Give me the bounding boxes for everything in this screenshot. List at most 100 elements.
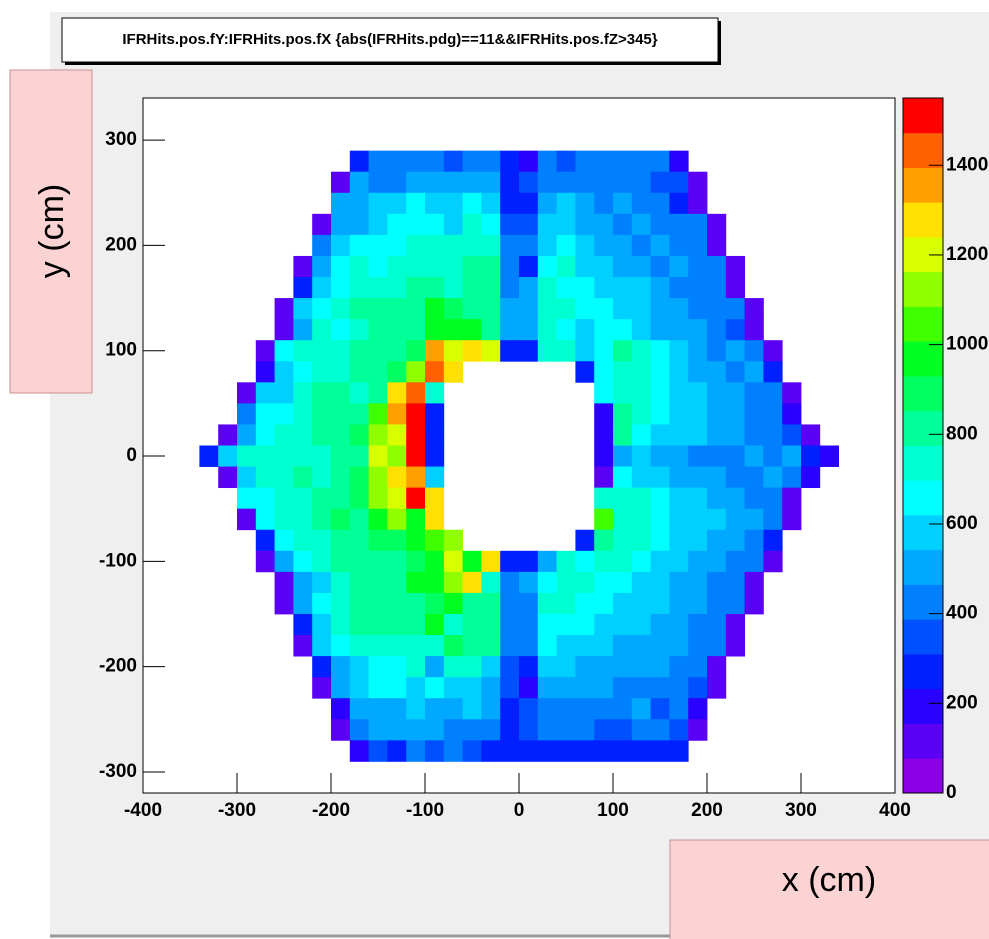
cell (349, 571, 369, 594)
cell (725, 508, 745, 531)
cell (368, 340, 388, 362)
cell (688, 277, 708, 299)
cell (575, 150, 595, 173)
cell (368, 677, 388, 699)
cell (387, 255, 407, 278)
cell (575, 740, 595, 762)
cell (255, 466, 275, 489)
cell (500, 656, 520, 678)
cell (556, 740, 576, 762)
cell (500, 592, 520, 615)
cell (613, 613, 633, 636)
cell (462, 150, 482, 173)
cell (613, 677, 633, 699)
cell (669, 298, 689, 320)
colorbar-band (903, 98, 943, 134)
cell (537, 277, 557, 299)
cell (293, 319, 313, 341)
cell (255, 424, 275, 446)
cell (594, 677, 614, 699)
cell (519, 698, 539, 720)
cell (650, 213, 670, 236)
x-label-box (669, 839, 989, 939)
cell (707, 592, 727, 615)
cell (537, 635, 557, 657)
cell (650, 508, 670, 531)
colorbar-band (903, 132, 943, 168)
cell (556, 571, 576, 594)
cell (293, 613, 313, 636)
cell (425, 571, 445, 594)
cell (650, 234, 670, 257)
cell (368, 656, 388, 678)
cell (613, 508, 633, 531)
cell (274, 508, 294, 531)
cell (801, 424, 821, 446)
cell (331, 298, 351, 320)
cell (406, 719, 426, 741)
cell (349, 171, 369, 194)
cell (443, 529, 463, 552)
cell (387, 319, 407, 341)
y-label-box (9, 69, 93, 394)
cell (443, 298, 463, 320)
cell (669, 213, 689, 236)
cell (669, 234, 689, 257)
cell (481, 298, 501, 320)
cell (368, 213, 388, 236)
cell (613, 550, 633, 573)
cell (425, 529, 445, 552)
cell (481, 698, 501, 720)
cell (443, 234, 463, 257)
colorbar-band (903, 758, 943, 794)
cell (462, 698, 482, 720)
cell (556, 592, 576, 615)
cell (537, 677, 557, 699)
cell (707, 571, 727, 594)
cell (537, 150, 557, 173)
x-tick-label: 0 (514, 800, 525, 821)
cell (613, 234, 633, 257)
cell (744, 382, 764, 404)
colorbar-band (903, 654, 943, 690)
cell (368, 445, 388, 467)
cell (349, 213, 369, 236)
cell (331, 698, 351, 720)
cell (481, 234, 501, 257)
cell (594, 150, 614, 173)
cell (425, 192, 445, 215)
cell (349, 466, 369, 489)
cell (594, 403, 614, 425)
x-tick-label: -200 (312, 800, 350, 821)
cell (613, 382, 633, 404)
cell (631, 445, 651, 467)
cell (387, 277, 407, 299)
cell (331, 656, 351, 678)
cell (274, 571, 294, 594)
cell (650, 255, 670, 278)
cell (688, 424, 708, 446)
colorbar-tick-label: 200 (946, 692, 978, 713)
cell (312, 592, 332, 615)
cell (368, 698, 388, 720)
cell (650, 171, 670, 194)
colorbar-tick-label: 0 (946, 782, 957, 803)
x-tick-label: -100 (406, 800, 444, 821)
cell (537, 340, 557, 362)
x-tick-label: 100 (597, 800, 629, 821)
cell (650, 445, 670, 467)
cell (556, 298, 576, 320)
cell (406, 382, 426, 404)
colorbar-band (903, 306, 943, 342)
cell (331, 487, 351, 510)
cell (312, 255, 332, 278)
cell (462, 740, 482, 762)
cell (519, 150, 539, 173)
cell (293, 382, 313, 404)
cell (406, 550, 426, 573)
cell (725, 424, 745, 446)
cell (481, 613, 501, 636)
cell (688, 719, 708, 741)
y-tick-label: 300 (105, 129, 137, 150)
cell (331, 719, 351, 741)
